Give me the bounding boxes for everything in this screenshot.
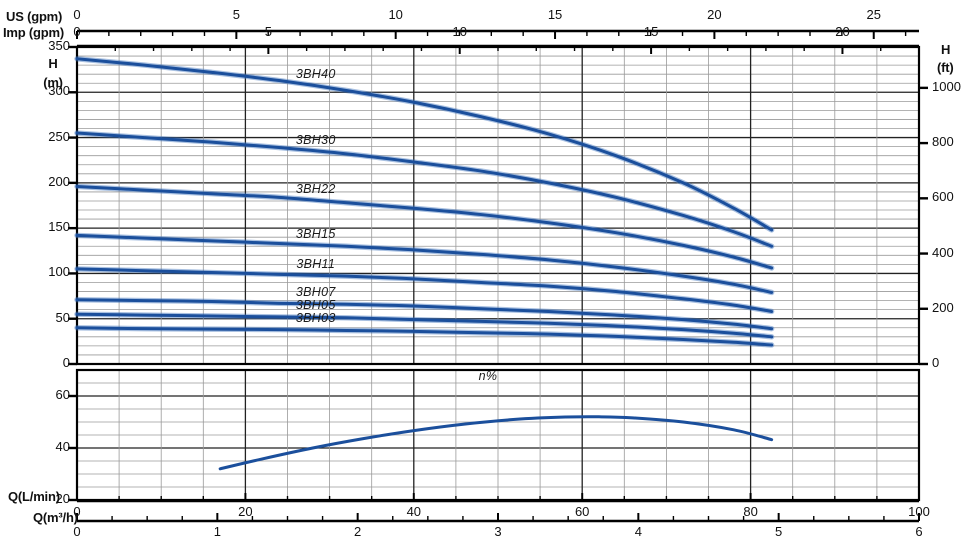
head-tick-label-2: 100 bbox=[48, 264, 70, 280]
eff-tick-label-2: 60 bbox=[55, 387, 70, 402]
head-axis-title-unit: (m) bbox=[43, 75, 63, 91]
head-ft-tick-label-4: 800 bbox=[932, 134, 954, 150]
head-ft-tick-label-1: 200 bbox=[932, 299, 954, 315]
imp-gpm-axis-title: Imp (gpm) bbox=[3, 25, 65, 40]
imp-gpm-tick-label-0: 0 bbox=[73, 24, 81, 39]
q-m3h-tick-label-1: 1 bbox=[213, 524, 221, 539]
imp-gpm-tick-label-4: 20 bbox=[835, 24, 850, 39]
q-m3h-tick-label-5: 5 bbox=[775, 524, 783, 539]
us-gpm-tick-label-0: 0 bbox=[73, 7, 81, 22]
head-ft-axis-title-h: H bbox=[941, 42, 951, 57]
head-ft-axis-title-unit: (ft) bbox=[937, 60, 954, 75]
efficiency-curve-label: n% bbox=[478, 369, 498, 383]
q-lmin-tick-label-4: 80 bbox=[743, 504, 758, 519]
head-curve-3bh07[interactable] bbox=[75, 298, 774, 331]
imp-gpm-tick-label-3: 15 bbox=[643, 24, 659, 39]
us-gpm-axis-title: US (gpm) bbox=[6, 9, 63, 24]
q-m3h-tick-label-3: 3 bbox=[494, 524, 502, 539]
q-m3h-tick-label-0: 0 bbox=[73, 524, 81, 539]
us-gpm-tick-label-4: 20 bbox=[707, 7, 722, 22]
q-lmin-tick-label-5: 100 bbox=[908, 504, 930, 519]
head-ft-tick-label-2: 400 bbox=[932, 244, 954, 260]
us-gpm-tick-label-3: 15 bbox=[547, 7, 563, 22]
q-lmin-tick-label-2: 40 bbox=[406, 504, 422, 519]
head-tick-label-3: 150 bbox=[48, 219, 70, 235]
curve-label-3bh30: 3BH30 bbox=[295, 132, 336, 147]
curve-label-3bh07: 3BH07 bbox=[295, 284, 336, 299]
us-gpm-tick-label-1: 5 bbox=[232, 7, 240, 22]
q-m3h-axis-title: Q(m³/h) bbox=[33, 510, 78, 525]
us-gpm-tick-label-2: 10 bbox=[388, 7, 403, 22]
head-tick-label-1: 50 bbox=[55, 309, 70, 325]
curve-label-3bh22: 3BH22 bbox=[295, 182, 336, 197]
head-curve-3bh30[interactable] bbox=[75, 131, 774, 248]
head-curve-3bh11[interactable] bbox=[75, 267, 774, 313]
head-tick-label-4: 200 bbox=[48, 173, 70, 189]
q-lmin-tick-label-3: 60 bbox=[574, 504, 590, 519]
head-axis-title-h: H bbox=[48, 56, 58, 72]
efficiency-curve[interactable] bbox=[218, 415, 774, 471]
head-tick-label-6: 300 bbox=[48, 83, 70, 99]
q-lmin-axis-title: Q(L/min) bbox=[8, 489, 60, 504]
head-curve-3bh22[interactable] bbox=[75, 184, 774, 270]
eff-tick-label-0: 20 bbox=[55, 491, 70, 506]
imp-gpm-tick-label-2: 10 bbox=[452, 24, 467, 39]
q-m3h-tick-label-2: 2 bbox=[354, 524, 362, 539]
imp-gpm-tick-label-1: 5 bbox=[264, 24, 272, 39]
curve-label-3bh15: 3BH15 bbox=[295, 226, 336, 241]
head-curve-3bh40[interactable] bbox=[75, 57, 774, 232]
head-curve-3bh03[interactable] bbox=[75, 326, 774, 347]
head-ft-tick-label-3: 600 bbox=[932, 189, 954, 205]
q-lmin-tick-label-1: 20 bbox=[238, 504, 253, 519]
q-m3h-tick-label-6: 6 bbox=[915, 524, 923, 539]
head-curve-3bh15[interactable] bbox=[75, 233, 774, 294]
curve-label-3bh11: 3BH11 bbox=[296, 257, 336, 272]
curve-label-3bh05: 3BH05 bbox=[295, 298, 336, 313]
head-tick-label-5: 250 bbox=[48, 128, 70, 144]
head-curve-glow-3bh40 bbox=[74, 56, 775, 233]
head-tick-label-0: 0 bbox=[62, 355, 70, 370]
q-lmin-tick-label-0: 0 bbox=[73, 504, 81, 519]
curve-label-3bh03: 3BH03 bbox=[295, 311, 336, 326]
head-tick-label-7: 350 bbox=[48, 38, 70, 53]
curve-label-3bh40: 3BH40 bbox=[295, 67, 336, 82]
head-curve-glow-3bh22 bbox=[74, 183, 775, 271]
head-ft-tick-label-5: 1000 bbox=[932, 78, 961, 94]
head-ft-tick-label-0: 0 bbox=[932, 355, 940, 370]
us-gpm-tick-label-5: 25 bbox=[866, 7, 881, 22]
q-m3h-tick-label-4: 4 bbox=[634, 524, 642, 539]
eff-tick-label-1: 40 bbox=[55, 439, 70, 454]
head-curve-3bh05[interactable] bbox=[75, 312, 774, 339]
